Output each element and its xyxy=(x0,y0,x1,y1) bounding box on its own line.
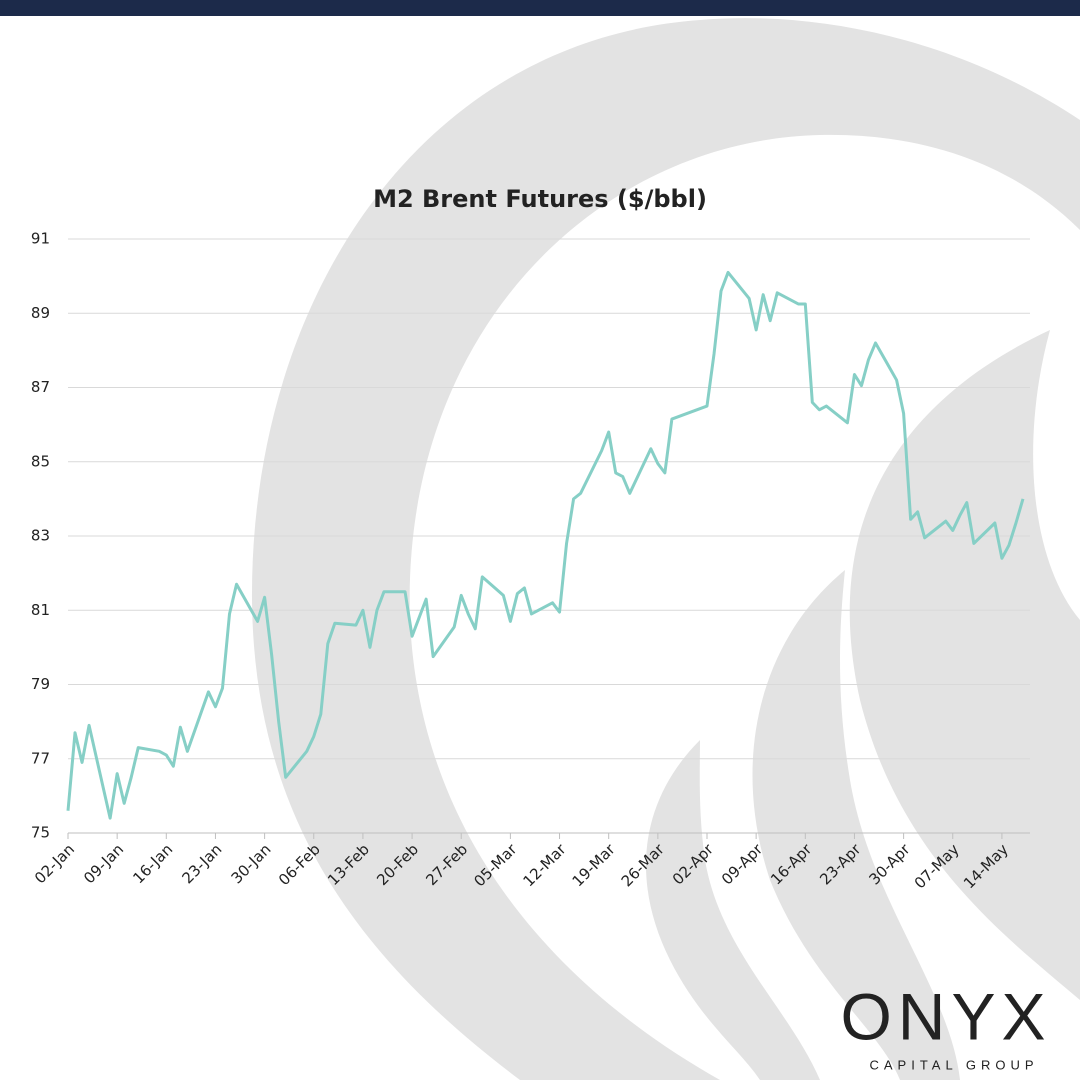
logo-tagline: CAPITAL GROUP xyxy=(869,1057,1038,1072)
x-tick-label: 12-Mar xyxy=(519,840,570,891)
y-tick-label: 85 xyxy=(31,452,50,470)
x-tick-label: 02-Jan xyxy=(31,840,78,887)
y-tick-label: 81 xyxy=(31,601,50,619)
y-tick-label: 77 xyxy=(31,749,50,767)
y-tick-label: 91 xyxy=(31,230,50,248)
x-tick-label: 16-Jan xyxy=(129,840,176,887)
x-tick-label: 30-Jan xyxy=(228,840,275,887)
x-tick-label: 09-Jan xyxy=(80,840,127,887)
chart-title: M2 Brent Futures ($/bbl) xyxy=(373,185,707,213)
y-tick-label: 89 xyxy=(31,304,50,322)
background-emblem xyxy=(251,18,1080,1080)
x-tick-label: 23-Jan xyxy=(178,840,225,887)
top-bar xyxy=(0,0,1080,16)
y-tick-label: 79 xyxy=(31,675,50,693)
logo-name: ONYX xyxy=(840,979,1051,1053)
x-tick-label: 09-Apr xyxy=(718,840,767,889)
x-tick-label: 19-Mar xyxy=(569,840,620,891)
x-tick-label: 06-Feb xyxy=(275,840,324,889)
y-tick-label: 75 xyxy=(31,824,50,842)
logo: ONYX CAPITAL GROUP xyxy=(840,979,1051,1072)
y-tick-label: 83 xyxy=(31,527,50,545)
price-line xyxy=(66,270,1025,820)
y-tick-label: 87 xyxy=(31,378,50,396)
